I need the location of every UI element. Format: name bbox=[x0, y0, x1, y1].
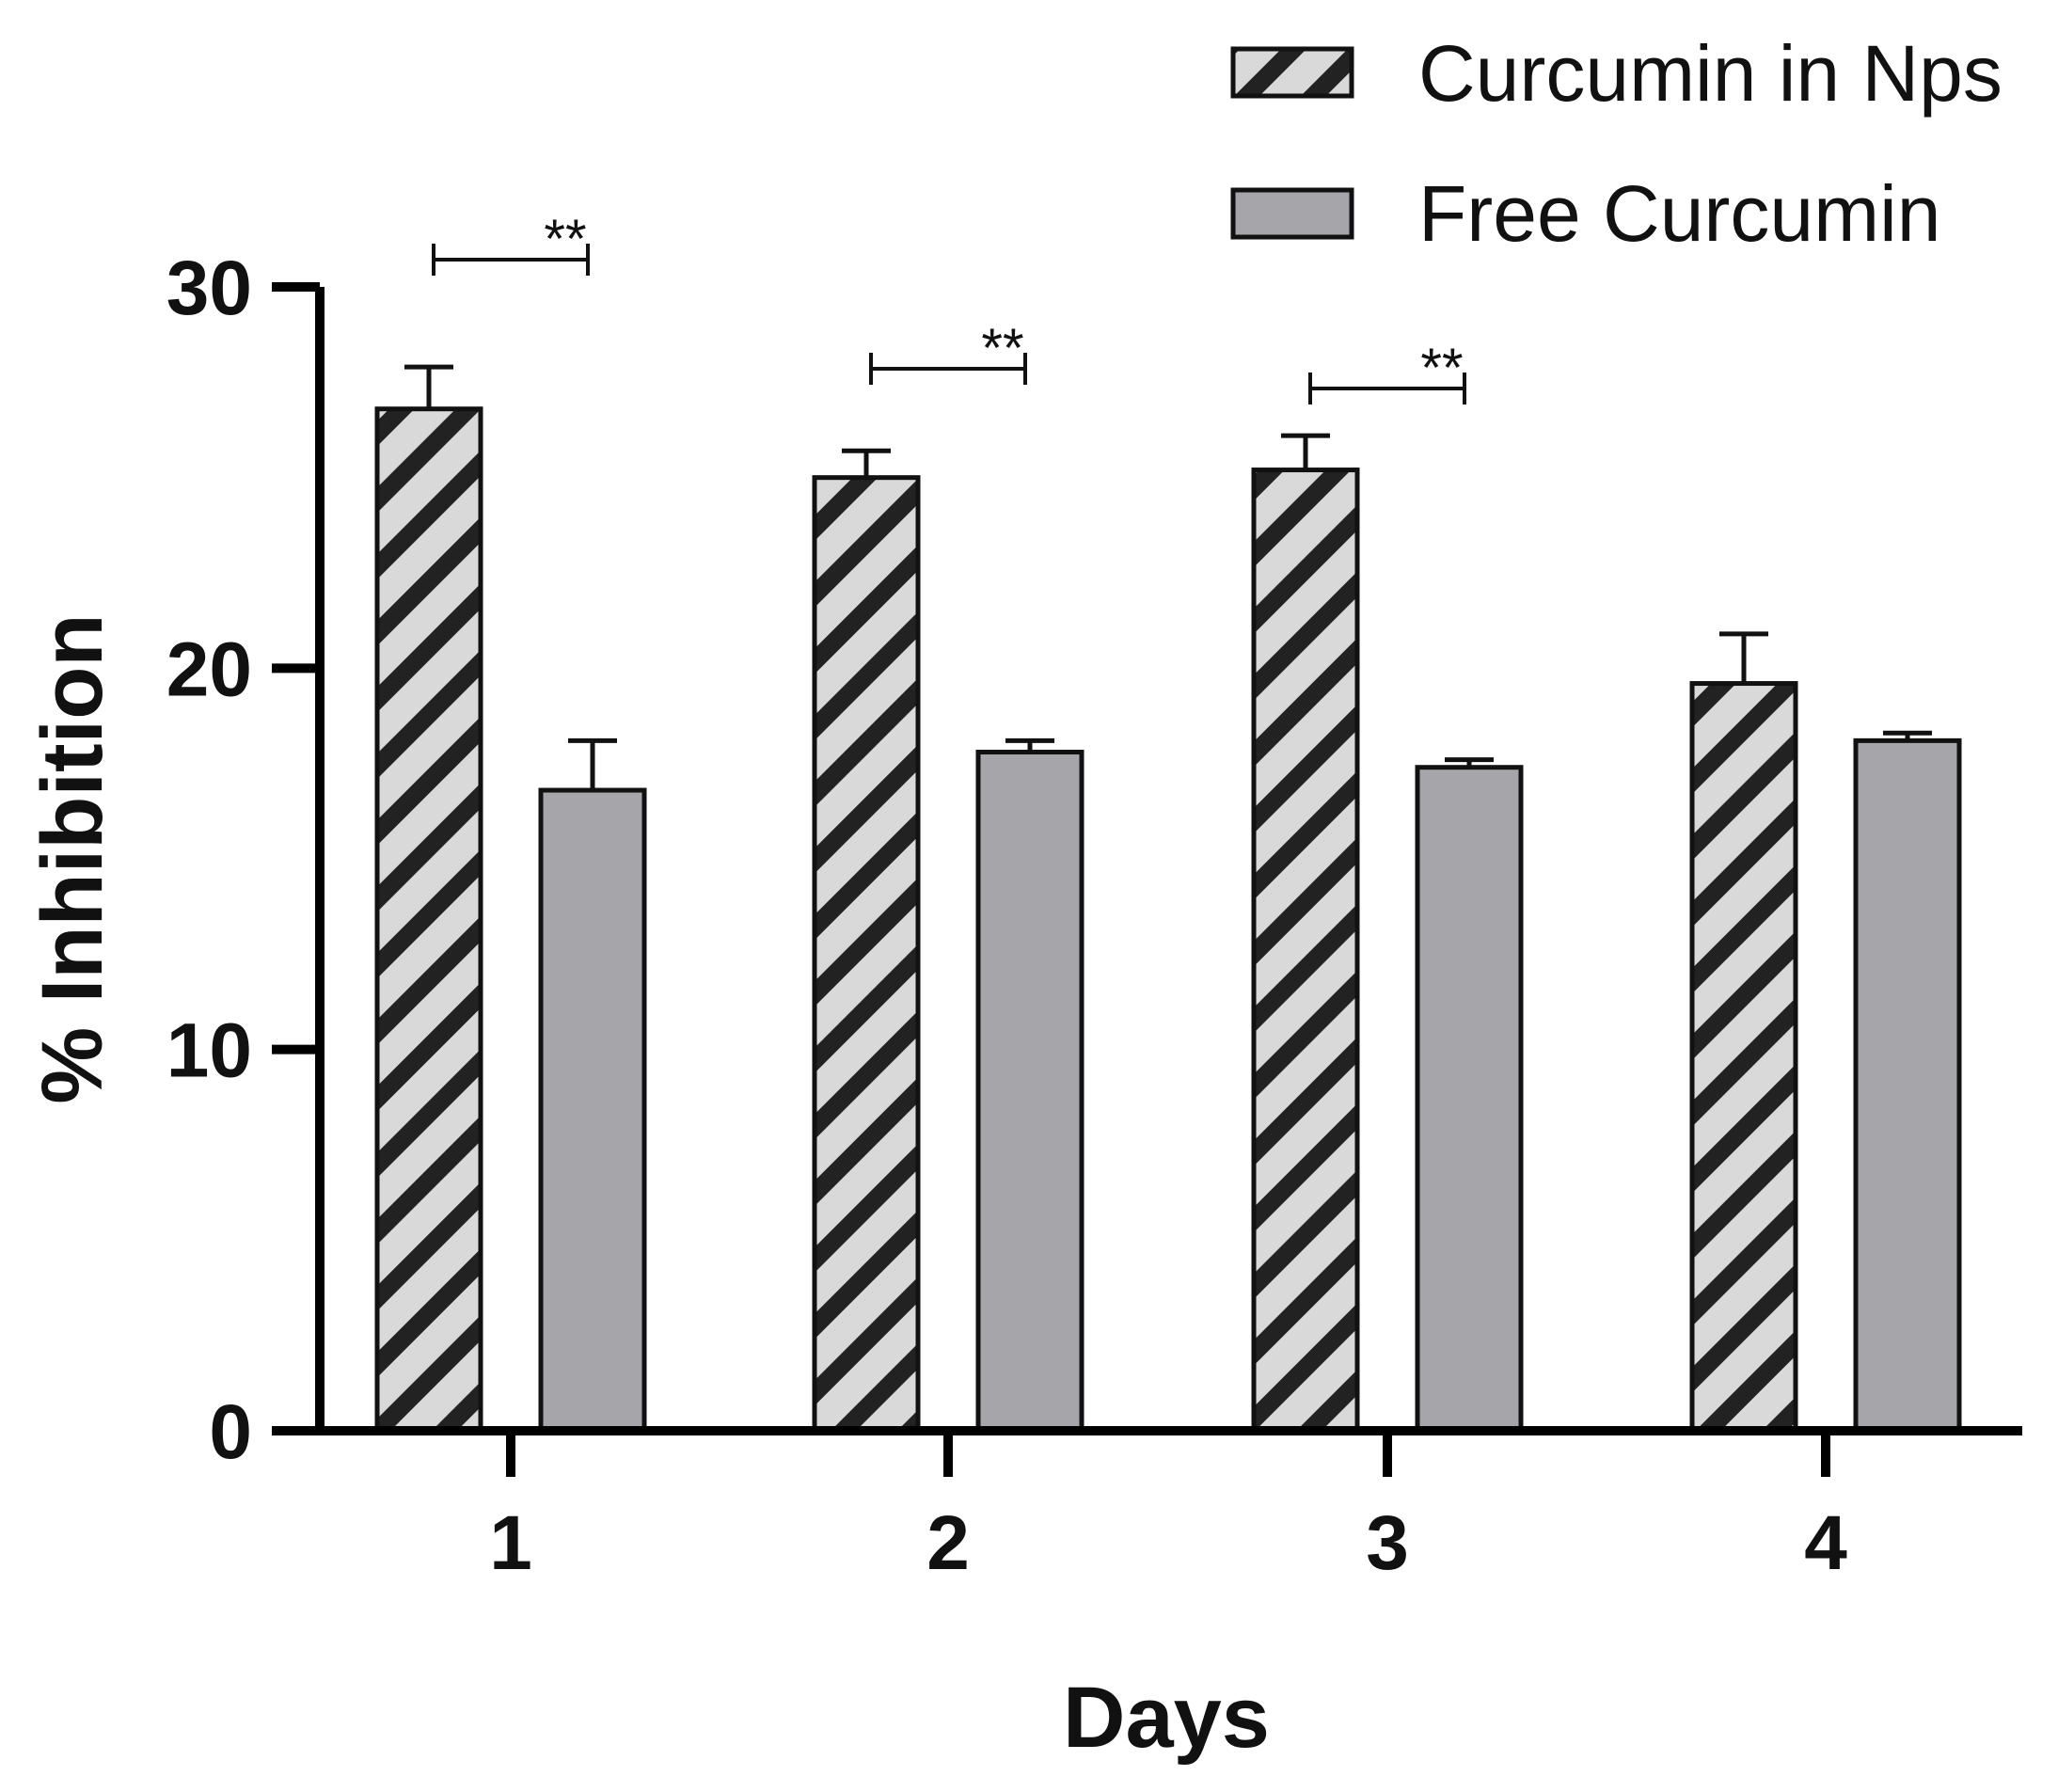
significance-label: ** bbox=[544, 209, 586, 270]
legend-label-free-curcumin: Free Curcumin bbox=[1418, 169, 1940, 258]
y-tick-label: 30 bbox=[166, 246, 252, 331]
bar-curcumin-in-nps-day-2 bbox=[812, 475, 921, 1434]
error-bar-free-curcumin-day-3 bbox=[1445, 757, 1494, 768]
x-tick-label: 2 bbox=[926, 1500, 970, 1586]
error-bar-curcumin-in-nps-day-1 bbox=[404, 364, 453, 409]
bar-curcumin-in-nps-day-4 bbox=[1689, 681, 1798, 1434]
legend: Curcumin in Nps Free Curcumin bbox=[1230, 29, 2003, 258]
legend-swatch-free-curcumin bbox=[1230, 187, 1354, 240]
bar-free-curcumin-day-4 bbox=[1853, 737, 1962, 1434]
x-tick-label: 3 bbox=[1366, 1500, 1409, 1586]
bar-free-curcumin-day-1 bbox=[538, 787, 647, 1434]
legend-item-free-curcumin: Free Curcumin bbox=[1230, 169, 1940, 258]
y-tick-label: 20 bbox=[166, 626, 252, 712]
bar-curcumin-in-nps-day-1 bbox=[374, 406, 483, 1434]
y-tick-label: 10 bbox=[166, 1008, 252, 1094]
significance-bracket-day-1: ** bbox=[432, 209, 590, 276]
x-tick-label: 1 bbox=[489, 1500, 532, 1586]
error-bar-curcumin-in-nps-day-3 bbox=[1281, 433, 1330, 470]
bar-free-curcumin-day-2 bbox=[975, 750, 1084, 1434]
legend-item-curcumin-in-nps: Curcumin in Nps bbox=[1230, 29, 2003, 118]
error-bar-free-curcumin-day-2 bbox=[1005, 737, 1054, 753]
x-axis-ticks: 1 2 3 4 bbox=[489, 1431, 1847, 1586]
bar-curcumin-in-nps-day-3 bbox=[1251, 468, 1360, 1434]
error-bar-free-curcumin-day-1 bbox=[568, 737, 617, 791]
legend-label-curcumin-in-nps: Curcumin in Nps bbox=[1418, 29, 2003, 118]
y-axis-title: % Inhibition bbox=[24, 613, 120, 1103]
x-tick-label: 4 bbox=[1804, 1500, 1847, 1586]
legend-swatch-curcumin-in-nps bbox=[1230, 46, 1354, 99]
significance-bracket-day-2: ** bbox=[869, 318, 1027, 385]
significance-bracket-day-3: ** bbox=[1308, 338, 1466, 404]
x-axis-title: Days bbox=[1063, 1670, 1270, 1766]
error-bar-curcumin-in-nps-day-4 bbox=[1719, 631, 1768, 684]
error-bar-free-curcumin-day-4 bbox=[1883, 730, 1932, 741]
significance-label: ** bbox=[981, 318, 1023, 379]
bar-free-curcumin-day-3 bbox=[1415, 765, 1524, 1434]
significance-label: ** bbox=[1420, 338, 1463, 399]
error-bars-layer bbox=[404, 364, 1932, 791]
y-axis-ticks: 0 10 20 30 bbox=[166, 246, 320, 1475]
y-tick-label: 0 bbox=[209, 1389, 252, 1475]
significance-layer: ** ** ** bbox=[432, 209, 1466, 404]
bars-layer bbox=[374, 406, 1962, 1434]
error-bar-curcumin-in-nps-day-2 bbox=[842, 448, 891, 478]
